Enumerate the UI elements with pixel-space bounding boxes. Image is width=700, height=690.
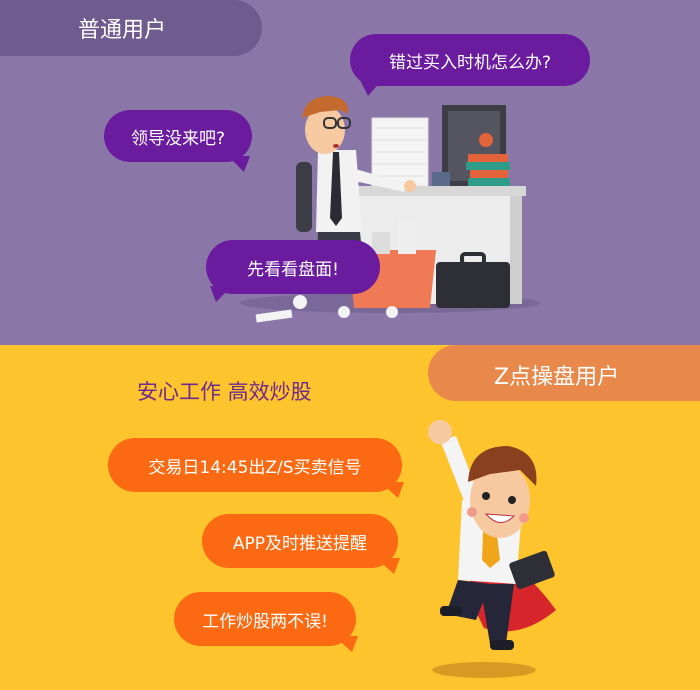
bubble-app-push-reminder: APP及时推送提醒 — [202, 514, 400, 574]
bubble-text: APP及时推送提醒 — [232, 533, 368, 554]
ordinary-user-tag-label: 普通用户 — [78, 18, 167, 43]
bubble-text: 错过买入时机怎么办? — [388, 52, 552, 73]
ordinary-user-tag: 普通用户 — [0, 0, 262, 56]
bubble-check-market: 先看看盘面! — [206, 240, 380, 302]
bubble-missed-buy-timing: 错过买入时机怎么办? — [350, 34, 590, 96]
bubble-text: 交易日14:45出Z/S买卖信号 — [148, 457, 362, 478]
bubble-text: 领导没来吧? — [130, 128, 226, 149]
bubble-text: 工作炒股两不误! — [202, 611, 328, 632]
bubble-text: 先看看盘面! — [247, 259, 339, 280]
z-point-user-tag-label: Z点操盘用户 — [494, 365, 620, 390]
bubble-work-and-trade: 工作炒股两不误! — [174, 592, 358, 652]
z-point-user-tag: Z点操盘用户 — [428, 345, 700, 401]
slogan: 安心工作 高效炒股 — [137, 380, 312, 404]
bubble-signal-at-1445: 交易日14:45出Z/S买卖信号 — [108, 438, 404, 498]
bubble-boss-not-here: 领导没来吧? — [104, 110, 252, 172]
office-worker-illustration — [240, 96, 540, 323]
